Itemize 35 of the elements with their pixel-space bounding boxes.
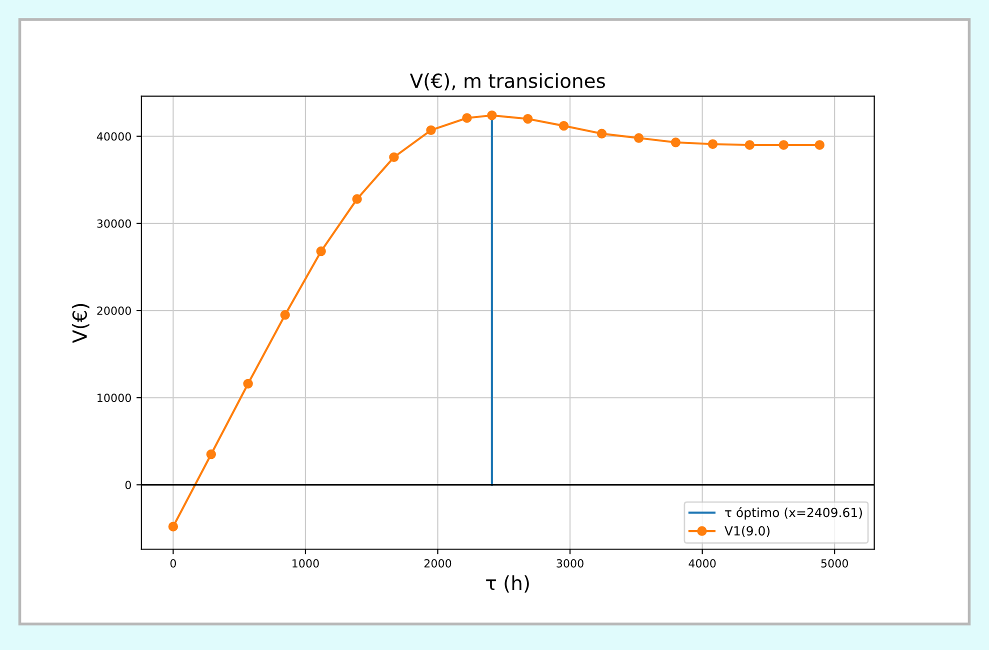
point: [352, 194, 362, 204]
point: [708, 139, 718, 149]
point: [243, 378, 253, 389]
x-tick-label: 2000: [424, 559, 452, 568]
point: [168, 522, 178, 532]
point: [389, 152, 399, 162]
point: [462, 113, 472, 123]
point: [778, 140, 789, 150]
y-axis-title: V(€): [72, 304, 90, 343]
point: [522, 114, 533, 124]
point: [206, 449, 216, 460]
y-tick-label: 0: [125, 480, 131, 490]
x-tick-label: 3000: [556, 559, 584, 568]
point: [670, 138, 681, 148]
point: [814, 140, 825, 150]
point: [280, 310, 290, 320]
y-tick-label: 30000: [97, 219, 131, 228]
y-tick-label: 20000: [97, 306, 131, 315]
point: [596, 128, 607, 139]
y-tick-label: 40000: [96, 132, 131, 141]
y-tick-label: 10000: [98, 394, 131, 402]
chart-title: V(€), m transiciones: [410, 73, 605, 90]
point: [316, 246, 326, 256]
x-tick-label: 4000: [688, 559, 716, 568]
x-tick-label: 0: [170, 559, 176, 568]
point: [744, 140, 755, 150]
legend-label: τ óptimo (x=2409.61): [725, 507, 862, 520]
legend-label: V1(9.0): [724, 526, 770, 538]
point: [487, 110, 497, 120]
x-tick-label: 5000: [821, 559, 848, 568]
point: [634, 133, 644, 143]
x-tick-label: 1000: [292, 559, 319, 568]
point: [426, 125, 436, 136]
x-axis-title: τ (h): [486, 575, 529, 593]
point: [558, 120, 569, 131]
